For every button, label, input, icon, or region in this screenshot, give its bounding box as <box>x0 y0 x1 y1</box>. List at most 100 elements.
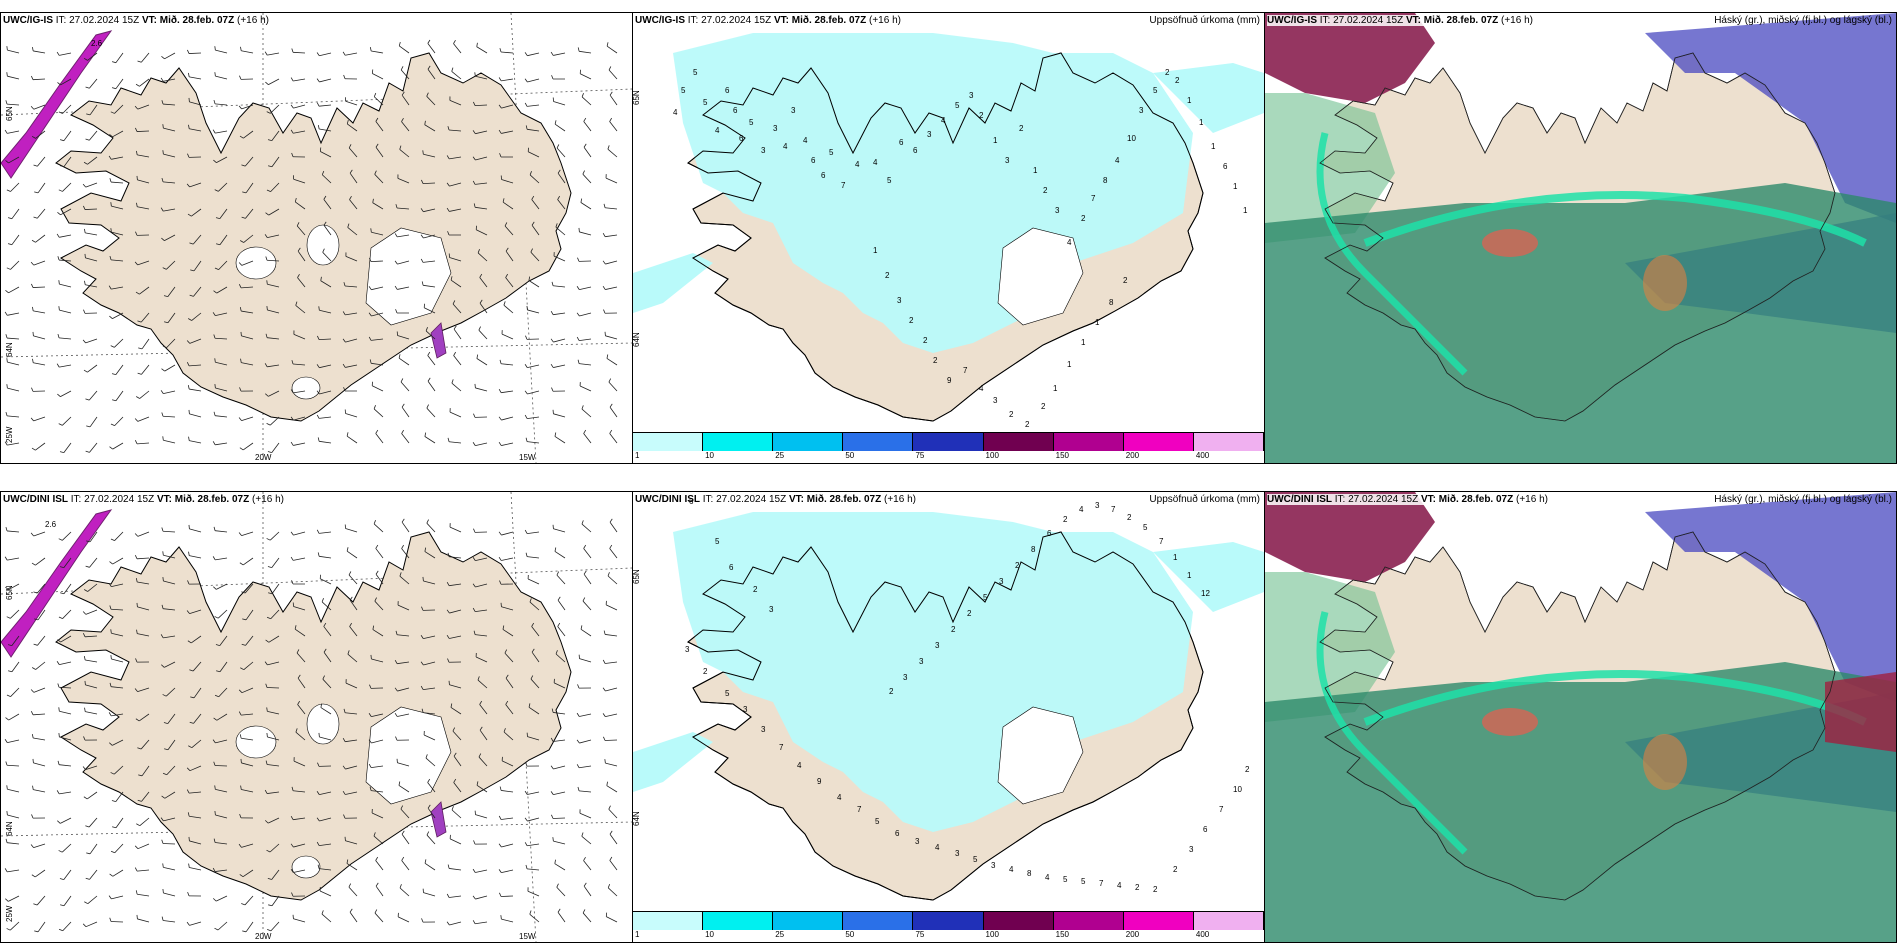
wind-barb <box>348 574 358 585</box>
wind-barb-flag <box>294 625 297 630</box>
wind-barb-flag <box>447 437 450 442</box>
lon-label-20w: 20W <box>255 453 272 462</box>
wind-barb-flag <box>30 711 34 715</box>
precip-value-label: 1 <box>1095 318 1100 327</box>
wind-barb-flag <box>295 301 298 306</box>
wind-barb-flag <box>476 42 478 47</box>
wind-barb <box>449 208 462 212</box>
wind-barb <box>112 557 124 565</box>
wind-barb-flag <box>577 359 580 364</box>
wind-barb-flag <box>557 169 561 174</box>
wind-barb-flag <box>427 377 431 382</box>
precip-value-label: 3 <box>1139 106 1144 115</box>
wind-barb <box>501 416 514 421</box>
wind-barb-flag <box>161 664 165 668</box>
wind-barb <box>167 312 176 323</box>
wind-barb-flag <box>241 216 246 219</box>
wind-barb-flag <box>186 340 191 344</box>
wind-barb <box>59 234 72 238</box>
wind-barb <box>348 886 358 897</box>
precip-value-label: 8 <box>1027 869 1032 878</box>
wind-barb-flag <box>238 262 243 266</box>
wind-barb-flag <box>368 286 372 290</box>
cloud-mid-south <box>1265 662 1896 942</box>
wind-barb <box>33 789 46 793</box>
wind-barb-flag <box>290 531 294 536</box>
wind-barb <box>164 661 176 668</box>
wind-barb <box>266 259 280 262</box>
wind-barb <box>527 52 540 57</box>
wind-barb-flag <box>472 607 476 612</box>
wind-barb-flag <box>498 129 502 134</box>
wind-barb <box>7 869 20 873</box>
wind-barb <box>605 713 618 718</box>
wind-barb-flag <box>602 713 606 717</box>
wind-barb <box>319 52 332 57</box>
wind-barb <box>112 442 124 450</box>
wind-barb <box>267 52 280 56</box>
wind-barb <box>581 96 592 106</box>
wind-barb <box>397 604 410 611</box>
wind-barb <box>580 73 592 80</box>
wind-barb-flag <box>583 856 586 861</box>
wind-barb <box>605 661 618 664</box>
wind-barb-flag <box>31 75 34 80</box>
wind-barb <box>553 285 566 288</box>
wind-barb <box>579 50 592 54</box>
wind-barb-flag <box>346 432 349 437</box>
wind-barb-flag <box>265 639 270 643</box>
wind-barb-flag <box>609 403 613 408</box>
wind-barb-flag <box>528 703 531 708</box>
wind-barb <box>63 583 72 594</box>
wind-barb-flag <box>297 674 301 679</box>
wind-barb <box>63 895 72 906</box>
wind-barb <box>553 528 566 533</box>
wind-barb <box>59 791 72 795</box>
wind-barb <box>527 364 540 368</box>
wind-barb <box>345 765 358 770</box>
wind-barb-flag <box>374 909 378 914</box>
precip-value-label: 6 <box>811 156 816 165</box>
wind-barb-flag <box>238 417 242 421</box>
wind-barb-flag <box>188 72 190 77</box>
wind-barb-flag <box>58 538 63 541</box>
wind-barb-flag <box>297 273 300 278</box>
wind-barb-flag <box>401 544 404 549</box>
wind-barb <box>217 609 228 619</box>
wind-barb <box>114 843 124 854</box>
wind-barb <box>189 101 202 106</box>
wind-barb-flag <box>395 204 398 209</box>
wind-barb <box>89 416 98 428</box>
cloud-high-ne <box>1645 13 1896 223</box>
panel-header: UWC/DINI ISL IT: 27.02.2024 15Z VT: Mið.… <box>3 494 284 505</box>
wind-barb <box>345 712 358 715</box>
wind-barb <box>583 573 592 585</box>
wind-barb-flag <box>216 670 221 673</box>
wind-barb <box>89 531 98 543</box>
wind-barb-flag <box>264 234 268 238</box>
wind-barb <box>397 687 410 692</box>
wind-barb-flag <box>31 135 36 139</box>
precip-value-label: 5 <box>829 148 834 157</box>
cloud-panel-top: UWC/IG-IS IT: 27.02.2024 15Z VT: Mið. 28… <box>1264 12 1897 464</box>
wind-barb-flag <box>297 700 300 705</box>
coastline <box>687 52 1204 422</box>
wind-barb <box>501 363 514 366</box>
wind-barb <box>243 130 254 139</box>
wind-barb-flag <box>58 306 60 311</box>
precip-value-label: 3 <box>761 725 766 734</box>
wind-barb-flag <box>238 532 242 536</box>
wind-barb <box>528 280 540 288</box>
wind-barb <box>323 199 332 210</box>
wind-barb-flag <box>557 195 560 200</box>
wind-barb-flag <box>161 527 164 532</box>
wind-barb <box>605 286 618 290</box>
wind-barb-flag <box>110 345 115 348</box>
wind-barb-flag <box>212 898 217 902</box>
wind-barb-flag <box>525 762 528 767</box>
wind-barb <box>321 601 332 611</box>
wind-barb <box>319 736 332 741</box>
wind-barb-flag <box>109 873 114 877</box>
wind-barb-flag <box>525 335 528 340</box>
wind-barb-flag <box>479 299 483 304</box>
